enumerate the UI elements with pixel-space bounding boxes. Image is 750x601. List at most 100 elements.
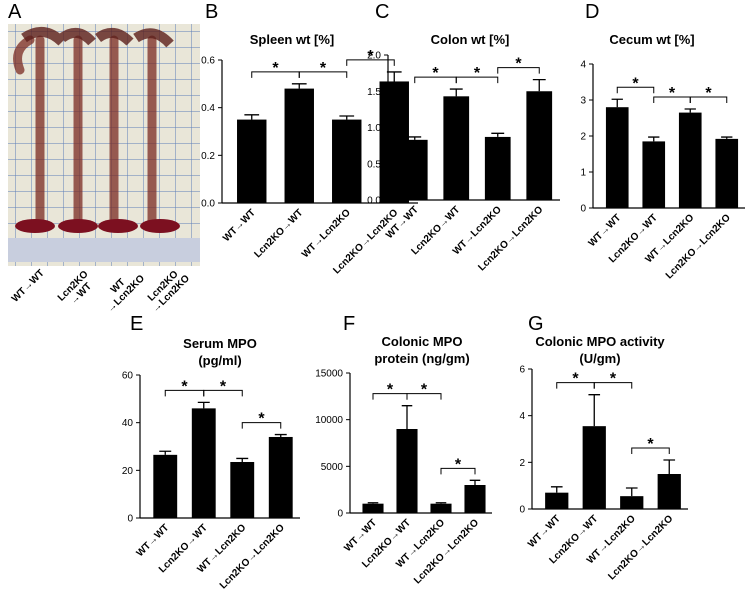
significance-label: * <box>181 378 188 395</box>
bar <box>430 503 452 513</box>
error-bar <box>684 108 696 113</box>
bar <box>642 141 666 208</box>
ruler <box>8 238 200 262</box>
y-tick-label: 0.6 <box>201 56 215 67</box>
photo-label-line: WT→WT <box>10 268 47 305</box>
spleens <box>15 219 180 233</box>
bar <box>545 492 569 509</box>
chart-title: Colonic MPO <box>382 334 463 349</box>
bar <box>526 91 553 200</box>
panel-label: A <box>8 1 22 23</box>
error-bar <box>550 486 563 493</box>
significance-label: * <box>705 85 712 102</box>
significance-label: * <box>515 56 522 73</box>
y-tick-label: 0 <box>519 505 525 516</box>
significance-label: * <box>258 411 265 428</box>
significance-label: * <box>632 75 639 92</box>
y-tick-label: 0.5 <box>367 159 381 170</box>
photo <box>8 24 200 266</box>
significance-bracket <box>440 467 476 475</box>
bar <box>396 429 418 513</box>
x-tick-label: Lcn2KO→WT <box>252 207 305 260</box>
x-tick-label-group: Lcn2KO→Lcn2KO <box>412 517 481 586</box>
y-tick-label: 0 <box>127 514 133 525</box>
bar <box>715 138 739 208</box>
y-tick-label: 1.0 <box>367 123 381 134</box>
chart-title: protein (ng/gm) <box>374 351 469 366</box>
panel-label: E <box>130 313 143 335</box>
significance-bracket <box>298 71 348 78</box>
bar <box>268 436 293 518</box>
error-bar <box>721 136 733 139</box>
significance-label: * <box>474 65 481 82</box>
y-tick-label: 2 <box>519 458 525 469</box>
x-tick-label: WT→WT <box>135 522 172 559</box>
y-tick-label: 0.4 <box>201 103 215 114</box>
significance-bracket <box>497 67 540 74</box>
x-tick-label-group: WT→WT <box>135 522 172 559</box>
y-tick-label: 20 <box>122 466 134 477</box>
bar <box>484 136 511 200</box>
error-bar <box>532 79 546 92</box>
significance-label: * <box>272 60 279 77</box>
bar <box>237 119 267 203</box>
error-bar <box>274 433 287 437</box>
y-tick-label: 2 <box>580 132 586 143</box>
panel-label: C <box>375 1 389 23</box>
y-tick-label: 40 <box>122 418 134 429</box>
y-tick-label: 1 <box>580 168 586 179</box>
bar <box>284 88 314 203</box>
x-tick-label-group: Lcn2KO→Lcn2KO <box>606 513 675 582</box>
photo-label: Lcn2KO→Lcn2KO <box>146 269 192 315</box>
x-tick-label-group: WT→WT <box>587 212 624 249</box>
error-bar <box>611 98 623 108</box>
bar <box>678 112 702 208</box>
photo-label: WT→WT <box>10 268 47 305</box>
significance-label: * <box>432 65 439 82</box>
bar <box>401 139 428 200</box>
significance-bracket <box>631 447 670 454</box>
x-tick-label-group: WT→WT <box>526 513 563 550</box>
bar <box>657 474 681 509</box>
photo-label: WT→Lcn2KO <box>105 273 147 315</box>
x-tick-label: Lcn2KO→Lcn2KO <box>412 517 481 586</box>
x-tick-label-group: Lcn2KO→Lcn2KO <box>218 522 287 591</box>
panel-label: B <box>205 1 218 23</box>
significance-label: * <box>367 48 374 65</box>
x-tick-label: Lcn2KO→Lcn2KO <box>606 513 675 582</box>
y-tick-label: 6 <box>519 365 525 376</box>
y-tick-label: 0.0 <box>201 199 215 210</box>
error-bar <box>197 401 210 409</box>
error-bar <box>491 132 505 137</box>
photo-label: Lcn2KO→WT <box>56 269 94 307</box>
significance-label: * <box>669 85 676 102</box>
error-bar <box>408 136 422 140</box>
chart-title: Cecum wt [%] <box>609 32 694 47</box>
error-bar <box>435 502 447 504</box>
chart-title: (pg/ml) <box>198 353 241 368</box>
error-bar <box>159 450 172 455</box>
y-tick-label: 0 <box>580 204 586 215</box>
y-tick-label: 3 <box>580 96 586 107</box>
x-tick-label: WT→WT <box>587 212 624 249</box>
chart-title: Serum MPO <box>183 336 257 351</box>
significance-label: * <box>647 436 654 453</box>
x-tick-label: Lcn2KO→Lcn2KO <box>218 522 287 591</box>
bar <box>605 107 629 208</box>
significance-label: * <box>572 371 579 388</box>
y-tick-label: 0.0 <box>367 196 381 207</box>
bar <box>332 119 362 203</box>
x-tick-label: WT→WT <box>526 513 563 550</box>
chart-title: Colonic MPO activity <box>535 334 665 349</box>
bar <box>362 503 384 513</box>
x-tick-label-group: Lcn2KO→Lcn2KO <box>664 212 733 281</box>
x-tick-label: Lcn2KO→Lcn2KO <box>664 212 733 281</box>
significance-bracket <box>455 76 499 84</box>
error-bar <box>367 502 379 504</box>
panel-label: F <box>343 313 355 335</box>
panel-label: G <box>528 313 544 335</box>
bar <box>464 485 486 513</box>
significance-bracket <box>406 393 442 400</box>
x-tick-label: WT→WT <box>221 207 258 244</box>
